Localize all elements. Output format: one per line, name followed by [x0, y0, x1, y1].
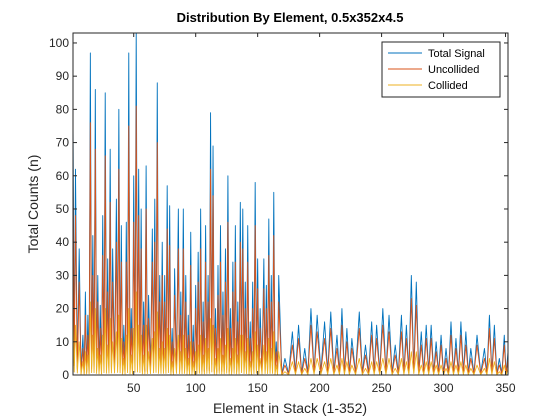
- y-tick-label: 50: [56, 202, 70, 216]
- x-tick-label: 250: [372, 381, 392, 395]
- legend-label-collided: Collided: [428, 80, 468, 92]
- x-tick-label: 300: [434, 381, 454, 395]
- legend: Total Signal Uncollided Collided: [381, 41, 501, 98]
- y-tick-label: 70: [56, 136, 70, 150]
- plot-frame: [72, 32, 509, 376]
- series-line-collided: [73, 291, 508, 375]
- y-tick-label: 80: [56, 102, 70, 116]
- y-axis-label: Total Counts (n): [25, 155, 41, 254]
- y-tick-label: 10: [56, 335, 70, 349]
- x-tick-label: 50: [127, 381, 141, 395]
- y-tick-label: 30: [56, 268, 70, 282]
- legend-label-total-signal: Total Signal: [428, 48, 485, 60]
- y-tick-label: 90: [56, 69, 70, 83]
- x-tick-label: 150: [248, 381, 268, 395]
- y-tick-label: 0: [62, 368, 69, 382]
- x-axis-label: Element in Stack (1-352): [213, 400, 367, 416]
- y-axis-ticks: 0 10 20 30 40 50 60 70 80 90 100: [49, 36, 508, 382]
- x-axis-ticks: 50 100 150 200 250 300 350: [127, 33, 516, 395]
- y-tick-label: 20: [56, 302, 70, 316]
- series-layer: [73, 33, 508, 375]
- chart-title: Distribution By Element, 0.5x352x4.5: [177, 10, 404, 25]
- y-tick-label: 40: [56, 235, 70, 249]
- x-tick-label: 100: [186, 381, 206, 395]
- x-tick-label: 200: [310, 381, 330, 395]
- x-tick-label: 350: [496, 381, 516, 395]
- legend-label-uncollided: Uncollided: [428, 64, 479, 76]
- y-tick-label: 100: [49, 36, 69, 50]
- y-tick-label: 60: [56, 169, 70, 183]
